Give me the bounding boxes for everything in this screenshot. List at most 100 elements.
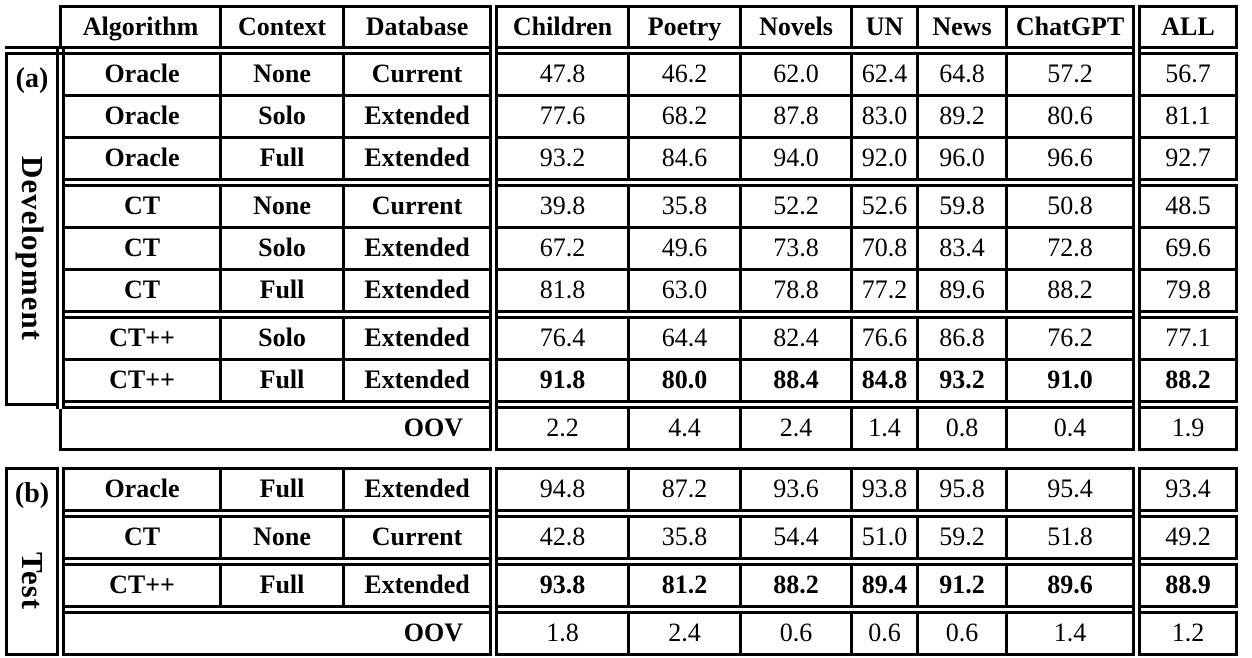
table-row: CT++ Solo Extended 76.4 64.4 82.4 76.6 8…	[7, 309, 1238, 361]
value-cell: 96.0	[916, 135, 1008, 184]
algorithm-cell: CT	[59, 508, 222, 563]
oov-row: OOV 1.8 2.4 0.6 0.6 0.6 1.4 1.2	[7, 604, 1238, 656]
section-a-label-cell: (a) Development	[5, 45, 65, 406]
oov-value-cell: 1.4	[850, 399, 919, 451]
value-cell: 50.8	[1005, 177, 1138, 229]
algorithm-cell: CT	[59, 267, 222, 316]
value-cell: 47.8	[489, 45, 630, 97]
value-cell: 91.2	[916, 556, 1008, 611]
value-cell: 84.8	[850, 357, 919, 406]
value-cell: 87.8	[739, 93, 853, 139]
table-row-best: CT++ Full Extended 93.8 81.2 88.2 89.4 9…	[7, 556, 1238, 611]
context-cell: None	[219, 508, 345, 563]
oov-value-cell: 0.6	[850, 604, 919, 656]
table-row: (a) Development Oracle None Current 47.8…	[5, 45, 1238, 406]
value-cell: 68.2	[627, 93, 742, 139]
value-cell: 46.2	[627, 45, 742, 97]
side-label-box: Test	[14, 510, 50, 652]
header-row: Algorithm Context Database Children Poet…	[7, 5, 1238, 52]
section-tag-a: (a)	[15, 62, 49, 94]
oov-label-cell: OOV	[59, 604, 495, 656]
value-cell: 57.2	[1005, 45, 1138, 97]
all-cell: 79.8	[1132, 267, 1238, 316]
table-row: (b) Test Oracle Full Extended 94.8 87.2 …	[5, 466, 1238, 656]
value-cell: 81.8	[489, 267, 630, 316]
value-cell: 76.6	[850, 309, 919, 361]
header-spacer-cell	[7, 7, 61, 51]
oov-value-cell: 0.6	[916, 604, 1008, 656]
oov-value-cell: 2.4	[627, 604, 742, 656]
all-cell: 93.4	[1132, 466, 1238, 515]
col-header-news: News	[916, 5, 1008, 52]
all-cell: 81.1	[1132, 93, 1238, 139]
value-cell: 35.8	[627, 508, 742, 563]
value-cell: 91.8	[489, 357, 630, 406]
database-cell: Extended	[342, 466, 495, 515]
section-b-label-cell: (b) Test	[5, 466, 65, 656]
database-cell: Extended	[342, 93, 495, 139]
value-cell: 52.2	[739, 177, 853, 229]
algorithm-cell: CT++	[59, 556, 222, 611]
value-cell: 82.4	[739, 309, 853, 361]
value-cell: 95.4	[1005, 466, 1138, 515]
oov-all-cell: 1.2	[1132, 604, 1238, 656]
algorithm-cell: Oracle	[59, 135, 222, 184]
value-cell: 51.8	[1005, 508, 1138, 563]
results-table-test: (b) Test Oracle Full Extended 94.8 87.2 …	[5, 466, 1238, 656]
value-cell: 59.2	[916, 508, 1008, 563]
section-tag-b: (b)	[14, 477, 50, 509]
oov-value-cell: 0.4	[1005, 399, 1138, 451]
oov-spacer-cell	[7, 404, 61, 449]
value-cell: 73.8	[739, 225, 853, 271]
context-cell: Full	[219, 556, 345, 611]
context-cell: Full	[219, 357, 345, 406]
value-cell: 94.8	[489, 466, 630, 515]
algorithm-cell: CT++	[59, 309, 222, 361]
all-cell: 88.9	[1132, 556, 1238, 611]
col-header-chatgpt: ChatGPT	[1005, 5, 1138, 52]
value-cell: 84.6	[627, 135, 742, 184]
value-cell: 62.4	[850, 45, 919, 97]
database-cell: Current	[342, 508, 495, 563]
table-row-best: CT++ Full Extended 91.8 80.0 88.4 84.8 9…	[7, 357, 1238, 406]
context-cell: None	[219, 177, 345, 229]
side-label-test: Test	[15, 552, 50, 610]
database-cell: Extended	[342, 267, 495, 316]
value-cell: 80.0	[627, 357, 742, 406]
value-cell: 78.8	[739, 267, 853, 316]
value-cell: 94.0	[739, 135, 853, 184]
side-label-box: Development	[14, 95, 50, 402]
value-cell: 87.2	[627, 466, 742, 515]
value-cell: 39.8	[489, 177, 630, 229]
context-cell: Full	[219, 466, 345, 515]
algorithm-cell: CT++	[59, 357, 222, 406]
context-cell: Full	[219, 135, 345, 184]
value-cell: 93.6	[739, 466, 853, 515]
all-cell: 92.7	[1132, 135, 1238, 184]
all-cell: 48.5	[1132, 177, 1238, 229]
col-header-novels: Novels	[739, 5, 853, 52]
value-cell: 80.6	[1005, 93, 1138, 139]
value-cell: 49.6	[627, 225, 742, 271]
oov-all-cell: 1.9	[1132, 399, 1238, 451]
col-header-context: Context	[219, 5, 345, 52]
value-cell: 93.2	[916, 357, 1008, 406]
oov-value-cell: 0.8	[916, 399, 1008, 451]
side-label-development: Development	[15, 156, 50, 341]
value-cell: 89.2	[916, 93, 1008, 139]
oov-value-cell: 0.6	[739, 604, 853, 656]
algorithm-cell: CT	[59, 177, 222, 229]
all-cell: 49.2	[1132, 508, 1238, 563]
context-cell: Solo	[219, 309, 345, 361]
col-header-algorithm: Algorithm	[59, 5, 222, 52]
database-cell: Extended	[342, 309, 495, 361]
value-cell: 62.0	[739, 45, 853, 97]
value-cell: 76.2	[1005, 309, 1138, 361]
value-cell: 89.6	[1005, 556, 1138, 611]
col-header-database: Database	[342, 5, 495, 52]
value-cell: 96.6	[1005, 135, 1138, 184]
database-cell: Extended	[342, 556, 495, 611]
oov-label-cell: OOV	[59, 399, 495, 451]
value-cell: 64.4	[627, 309, 742, 361]
